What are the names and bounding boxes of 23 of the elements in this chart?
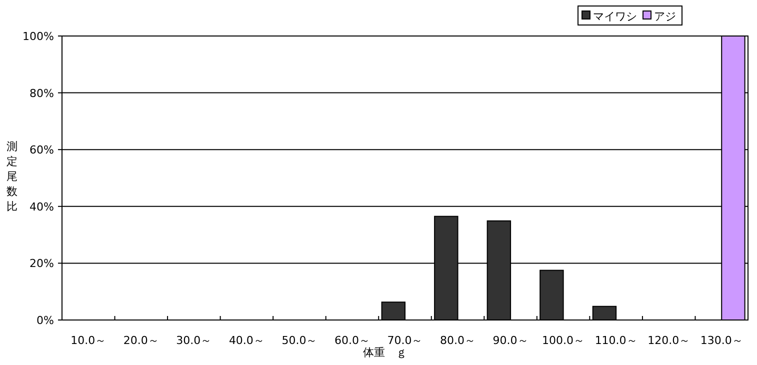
x-tick-label: 120.0～ (648, 334, 690, 347)
y-tick-label: 100% (22, 30, 54, 43)
x-tick-label: 110.0～ (594, 334, 638, 347)
x-tick-label: 30.0～ (176, 334, 212, 347)
x-tick-label: 80.0～ (440, 334, 476, 347)
x-tick-label: 100.0～ (542, 334, 585, 347)
x-tick-label: 90.0～ (492, 334, 528, 347)
y-tick-label: 60% (30, 144, 54, 157)
x-tick-label: 10.0～ (70, 334, 106, 347)
y-tick-label: 20% (30, 257, 54, 270)
x-tick-label: 130.0～ (700, 334, 743, 347)
x-tick-label: 70.0～ (387, 334, 423, 347)
x-tick-label: 40.0～ (228, 334, 264, 347)
x-axis-title: 体重 ｇ (363, 346, 407, 359)
x-tick-label: 60.0～ (334, 334, 370, 347)
legend-label: マイワシ (593, 10, 637, 23)
y-tick-label: 40% (30, 200, 54, 214)
x-tick-label: 50.0～ (282, 334, 318, 347)
y-axis-title: 測定尾数比 (6, 140, 18, 213)
y-tick-label: 0% (36, 314, 54, 327)
legend-label: アジ (654, 10, 676, 23)
y-tick-label: 80% (30, 86, 54, 100)
x-tick-label: 20.0～ (123, 334, 159, 347)
